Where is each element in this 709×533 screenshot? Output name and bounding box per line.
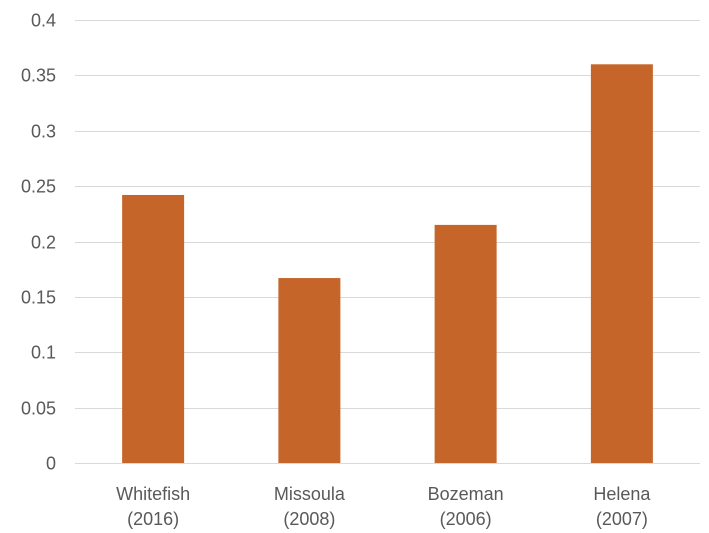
x-axis-labels: Whitefish (2016) Missoula (2008) Bozeman (200… (116, 484, 651, 529)
bar-0 (122, 194, 185, 464)
y-tick-label: 0.2 (31, 233, 56, 253)
y-axis-ticks: 0 0.05 0.1 0.15 0.2 0.25 0.3 0.35 0.4 (21, 11, 56, 474)
x-category-label: Missoula (274, 484, 346, 504)
y-tick-label: 0.4 (31, 11, 56, 31)
y-tick-label: 0.3 (31, 122, 56, 142)
y-tick-label: 0.35 (21, 66, 56, 86)
x-category-label: Whitefish (116, 484, 190, 504)
x-category-label: (2008) (283, 509, 335, 529)
x-category-label: Helena (593, 484, 651, 504)
x-category-label: (2006) (440, 509, 492, 529)
x-category-label: (2016) (127, 509, 179, 529)
bars (122, 64, 653, 464)
y-tick-label: 0.15 (21, 288, 56, 308)
y-tick-label: 0.05 (21, 399, 56, 419)
y-tick-label: 0 (46, 454, 56, 474)
bar-1 (278, 278, 341, 463)
x-category-label: Bozeman (428, 484, 504, 504)
x-category-label: (2007) (596, 509, 648, 529)
y-tick-label: 0.1 (31, 343, 56, 363)
bar-3 (590, 64, 653, 464)
y-tick-label: 0.25 (21, 177, 56, 197)
bar-2 (434, 224, 497, 463)
